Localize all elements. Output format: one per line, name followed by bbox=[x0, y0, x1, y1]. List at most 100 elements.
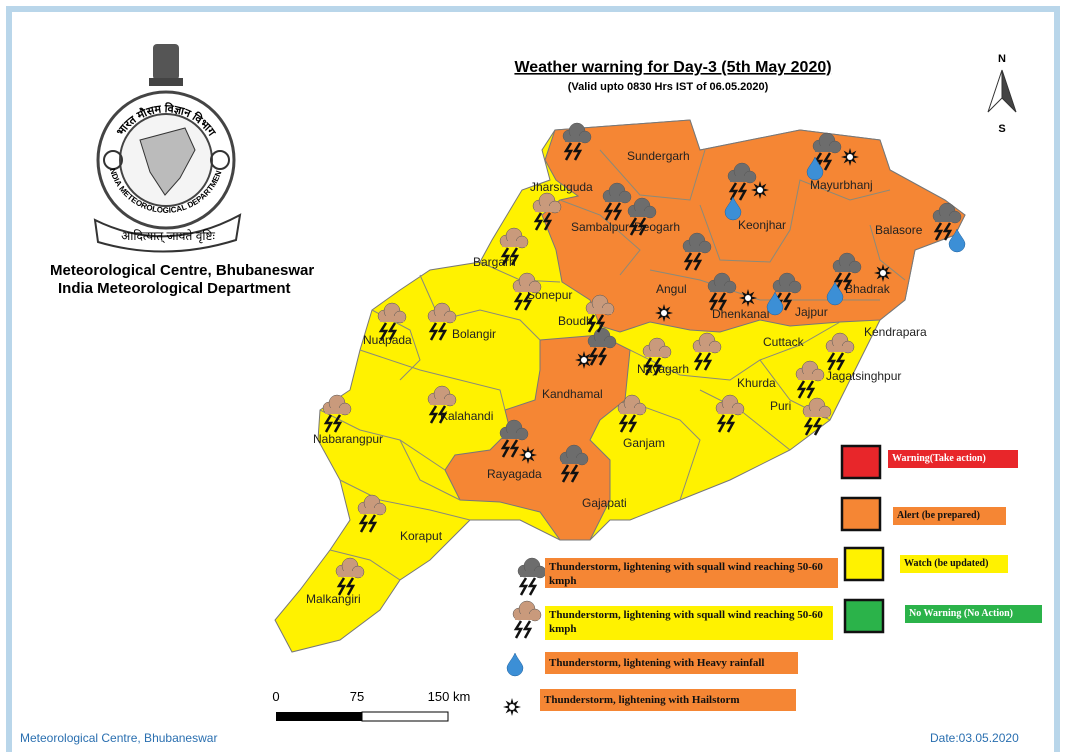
cloud bbox=[515, 614, 539, 620]
district-label: Balasore bbox=[875, 223, 923, 237]
district-label: Angul bbox=[656, 282, 687, 296]
district-boundary bbox=[629, 321, 841, 381]
district-label: Sundergarh bbox=[627, 149, 690, 163]
district-label: Koraput bbox=[400, 529, 443, 543]
district-label: Bolangir bbox=[452, 327, 496, 341]
office-department: India Meteorological Department bbox=[58, 280, 291, 297]
lightning bbox=[518, 577, 529, 596]
lightning bbox=[643, 357, 654, 376]
lightning bbox=[332, 414, 343, 433]
lightning bbox=[627, 414, 638, 433]
district-boundary bbox=[599, 149, 706, 201]
storm-icon bbox=[377, 302, 407, 341]
compass-arrow bbox=[987, 69, 1003, 113]
lightning bbox=[692, 252, 703, 271]
cloud bbox=[502, 241, 526, 247]
district-label: Kandhamal bbox=[542, 387, 603, 401]
cloud bbox=[565, 136, 589, 142]
cloud bbox=[590, 341, 614, 347]
district-boundary bbox=[339, 479, 471, 521]
compass-north: N bbox=[998, 53, 1006, 65]
cloud bbox=[630, 211, 654, 217]
lightning bbox=[942, 222, 953, 241]
cloud bbox=[775, 286, 799, 292]
cloud bbox=[605, 196, 629, 202]
legend-swatch bbox=[840, 496, 882, 532]
legend-swatch bbox=[840, 444, 882, 480]
district-boundary bbox=[559, 199, 641, 276]
district-label: Jajpur bbox=[795, 305, 828, 319]
hail-icon bbox=[745, 295, 751, 301]
cloud bbox=[338, 571, 362, 577]
storm-icon bbox=[795, 360, 825, 399]
hail-icon bbox=[525, 452, 531, 458]
district-boundary bbox=[359, 349, 506, 411]
legend-swatch bbox=[843, 546, 885, 582]
title: Weather warning for Day-3 (5th May 2020) bbox=[514, 59, 831, 76]
storm-icon bbox=[427, 385, 457, 424]
lightning bbox=[833, 272, 844, 291]
cloud bbox=[515, 286, 539, 292]
storm-icon bbox=[517, 557, 547, 596]
district-boundary bbox=[869, 224, 906, 281]
lightning bbox=[572, 142, 583, 161]
lightning bbox=[500, 247, 511, 266]
rain-drop bbox=[826, 281, 844, 306]
lightning bbox=[603, 202, 614, 221]
emblem bbox=[93, 44, 242, 253]
lightning bbox=[728, 182, 739, 201]
cloud bbox=[710, 286, 734, 292]
legend-label: No Warning (No Action) bbox=[905, 605, 1042, 623]
storm-icon bbox=[585, 294, 615, 333]
lightning bbox=[702, 352, 713, 371]
rain-drop bbox=[506, 652, 524, 677]
storm-icon bbox=[357, 494, 387, 533]
storm-icon bbox=[512, 600, 542, 639]
storm-icon bbox=[335, 557, 365, 596]
lightning bbox=[378, 322, 389, 341]
scale-bar bbox=[276, 712, 362, 721]
lightning bbox=[683, 252, 694, 271]
lightning bbox=[387, 322, 398, 341]
hail-icon bbox=[880, 270, 886, 276]
lightning bbox=[597, 347, 608, 366]
lightning bbox=[835, 352, 846, 371]
lightning bbox=[612, 202, 623, 221]
cloud bbox=[695, 346, 719, 352]
storm-icon bbox=[642, 337, 672, 376]
lightning bbox=[812, 417, 823, 436]
compass-arrow bbox=[1001, 69, 1017, 113]
district-boundary bbox=[319, 409, 446, 471]
district-label: Keonjhar bbox=[738, 218, 786, 232]
storm-icon bbox=[427, 302, 457, 341]
scale-bar bbox=[361, 711, 449, 722]
rain-drop bbox=[766, 291, 784, 316]
storm-icon bbox=[802, 397, 832, 436]
cloud bbox=[835, 266, 859, 272]
lightning bbox=[628, 217, 639, 236]
storm-icon bbox=[682, 232, 712, 271]
district-label: Bargarh bbox=[473, 255, 516, 269]
lightning bbox=[842, 272, 853, 291]
lightning bbox=[803, 417, 814, 436]
alert-region bbox=[444, 334, 631, 541]
district-label: Boudh bbox=[558, 314, 593, 328]
rain-drop bbox=[948, 228, 966, 253]
symbol-legend-label: Thunderstorm, lightening with squall win… bbox=[545, 606, 833, 640]
lightning bbox=[618, 414, 629, 433]
cloud bbox=[380, 316, 404, 322]
lightning bbox=[782, 292, 793, 311]
lightning bbox=[716, 414, 727, 433]
storm-icon bbox=[627, 197, 657, 236]
logo-motto: आदित्यात् जायते वृष्टिः bbox=[121, 229, 215, 244]
storm-icon bbox=[499, 419, 529, 458]
cloud bbox=[430, 399, 454, 405]
district-boundary bbox=[399, 439, 461, 501]
lightning bbox=[509, 439, 520, 458]
storm-icon bbox=[812, 132, 842, 171]
lightning bbox=[367, 514, 378, 533]
storm-icon bbox=[617, 394, 647, 433]
district-label: Kalahandi bbox=[440, 409, 493, 423]
cloud bbox=[502, 433, 526, 439]
district-label: Jagatsinghpur bbox=[826, 369, 901, 383]
